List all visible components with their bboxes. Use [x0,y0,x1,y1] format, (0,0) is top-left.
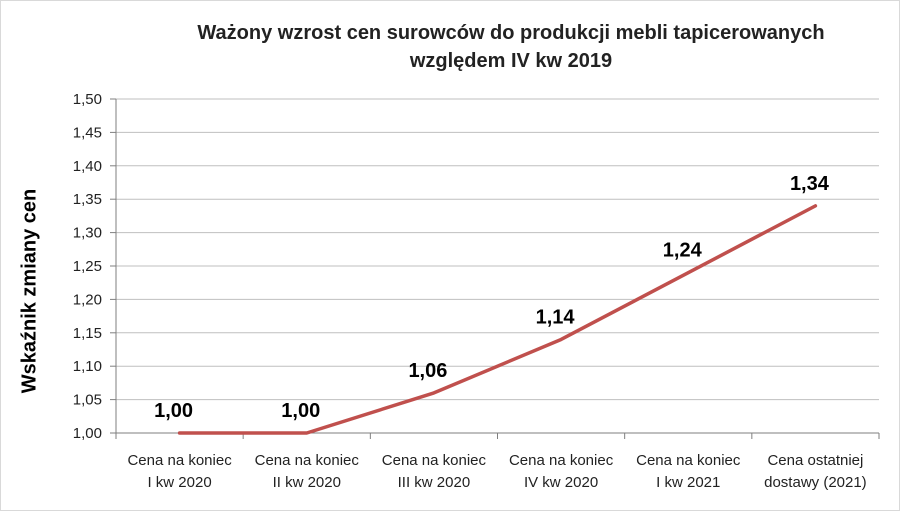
y-tick-label: 1,40 [73,158,102,175]
data-label: 1,34 [790,173,830,195]
x-tick-label: Cena na koniec I kw 2021 [636,452,741,491]
y-tick-label: 1,35 [73,191,102,208]
x-tick-label: Cena na koniec IV kw 2020 [509,452,614,491]
y-tick-label: 1,00 [73,425,102,442]
series-line [177,204,818,435]
chart-title: Ważony wzrost cen surowców do produkcji … [151,19,871,75]
y-tick-label: 1,50 [73,91,102,108]
x-tick-label: Cena na koniec III kw 2020 [382,452,487,491]
x-tick-label: Cena na koniec I kw 2020 [127,452,232,491]
y-tick-label: 1,15 [73,325,102,342]
x-tick-label: Cena na koniec II kw 2020 [255,452,360,491]
chart-title-line-2: względem IV kw 2019 [409,50,613,72]
chart-title-line-1: Ważony wzrost cen surowców do produkcji … [197,22,825,44]
data-label: 1,00 [281,400,320,422]
y-tick-label: 1,05 [73,392,102,409]
data-label: 1,24 [663,240,703,262]
y-tick-label: 1,10 [73,358,102,375]
y-tick-label: 1,45 [73,124,102,141]
x-tick-label: Cena ostatniej dostawy (2021) [764,452,867,491]
data-label: 1,14 [536,306,576,328]
y-tick-label: 1,25 [73,258,102,275]
y-tick-label: 1,30 [73,225,102,242]
data-label: 1,00 [154,400,193,422]
data-label: 1,06 [408,360,447,382]
y-tick-label: 1,20 [73,291,102,308]
